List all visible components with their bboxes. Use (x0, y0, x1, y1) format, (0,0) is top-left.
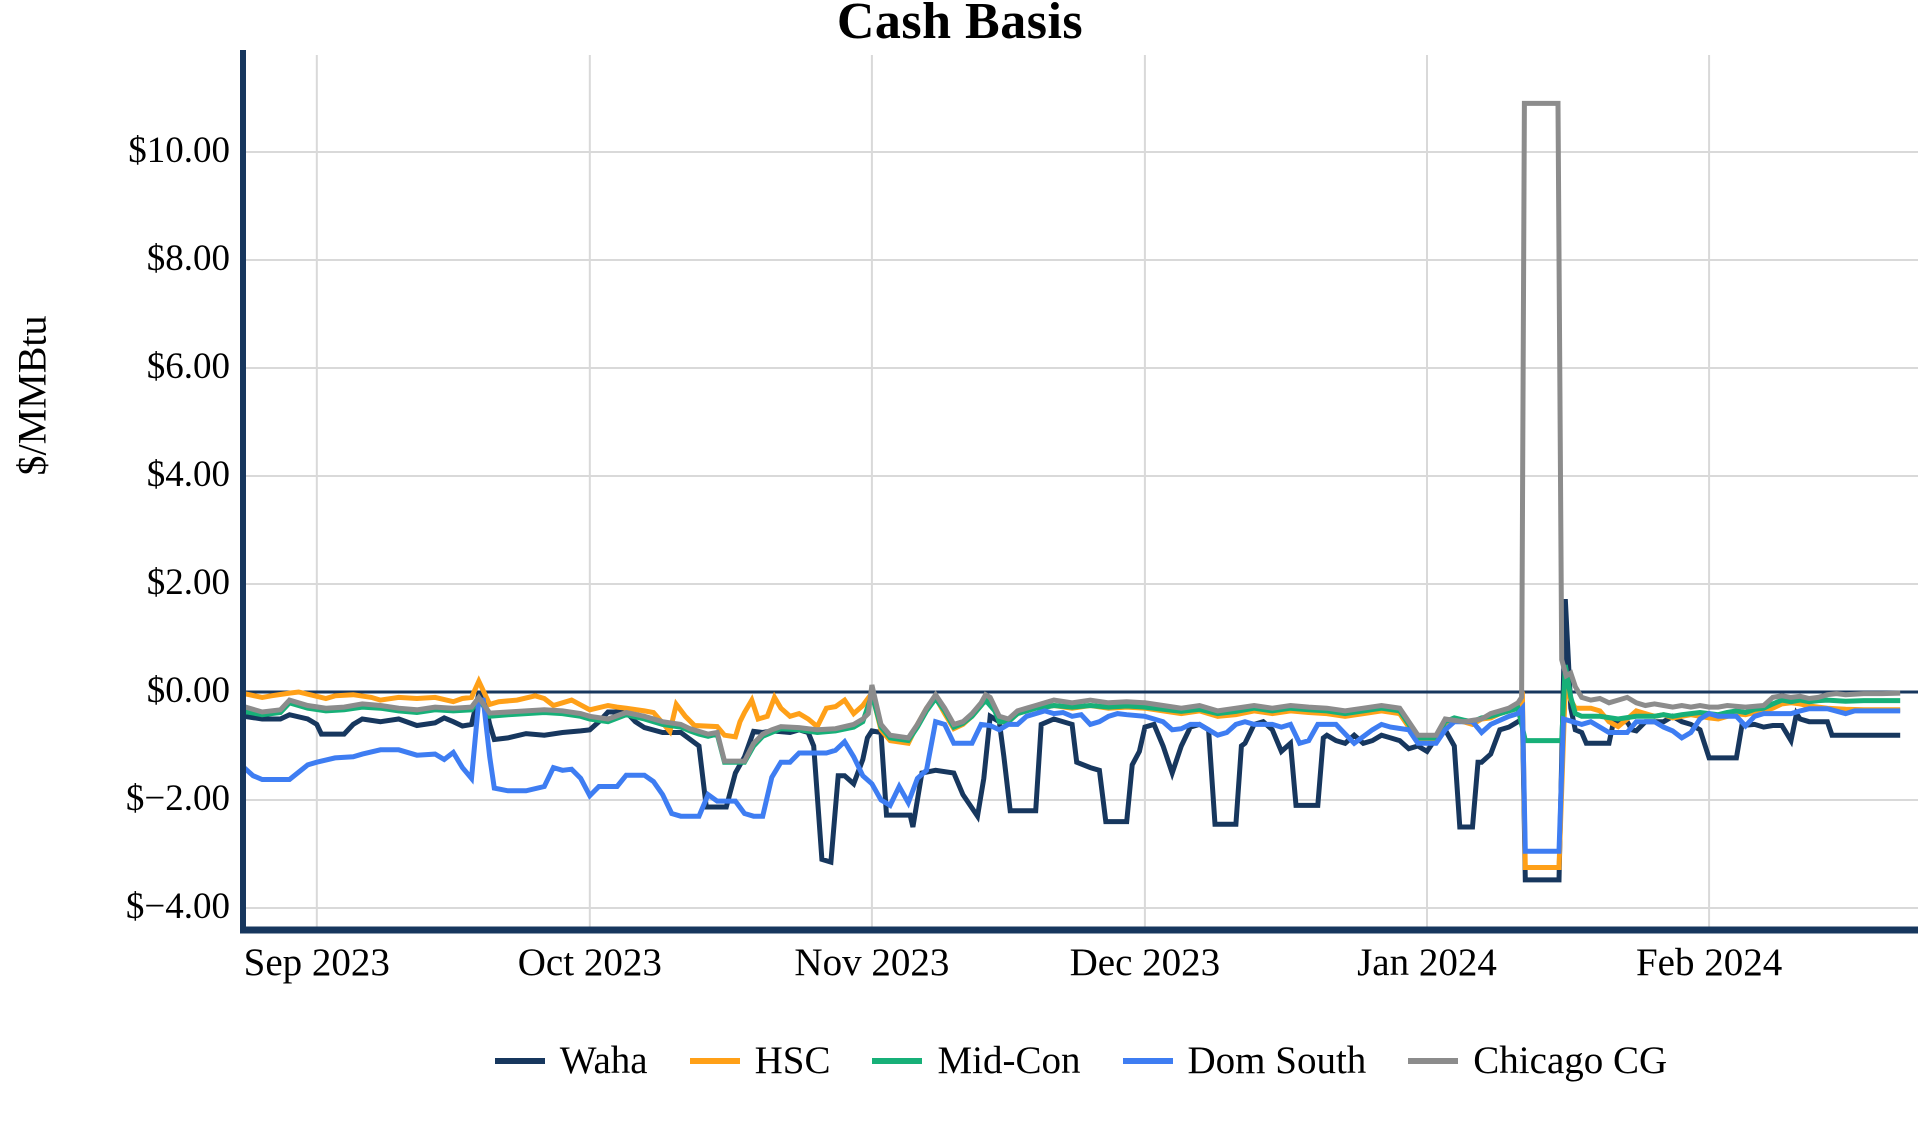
legend-item-mid-con: Mid-Con (872, 1038, 1081, 1083)
y-tick-label: $−4.00 (125, 886, 230, 927)
x-tick-label: Dec 2023 (1069, 941, 1221, 984)
series-line-mid-con (243, 664, 1901, 765)
y-tick-label: $4.00 (146, 454, 230, 495)
y-tick-label: $6.00 (146, 346, 230, 387)
x-tick-label: Feb 2024 (1635, 941, 1783, 984)
chart-title: Cash Basis (836, 0, 1084, 50)
legend-item-dom-south: Dom South (1122, 1038, 1367, 1083)
x-tick-label: Sep 2023 (243, 941, 390, 984)
y-tick-label: $10.00 (128, 130, 230, 171)
legend-item-chicago-cg: Chicago CG (1408, 1038, 1667, 1083)
legend-item-hsc: HSC (689, 1038, 831, 1083)
y-tick-label: $0.00 (146, 670, 230, 711)
legend-label: HSC (754, 1039, 831, 1082)
legend-label: Chicago CG (1473, 1039, 1668, 1082)
legend-item-waha: Waha (494, 1038, 648, 1083)
y-tick-label: $−2.00 (125, 778, 230, 819)
legend-swatch-icon (689, 1057, 740, 1064)
chart-legend: Waha HSC Mid-Con Dom South Chicago CG (244, 1038, 1918, 1083)
legend-swatch-icon (872, 1057, 923, 1064)
legend-swatch-icon (1122, 1057, 1173, 1064)
series-line-dom-south (242, 697, 1901, 854)
x-tick-label: Nov 2023 (794, 941, 950, 984)
legend-label: Mid-Con (937, 1039, 1081, 1082)
x-tick-label: Jan 2024 (1357, 941, 1497, 984)
series-line-chicago-cg (243, 100, 1901, 764)
series-line-waha (243, 598, 1901, 883)
legend-swatch-icon (494, 1057, 545, 1064)
legend-label: Dom South (1187, 1039, 1367, 1082)
y-tick-label: $2.00 (146, 562, 230, 603)
y-tick-label: $8.00 (146, 238, 230, 279)
legend-swatch-icon (1408, 1057, 1459, 1064)
legend-label: Waha (559, 1039, 648, 1082)
x-tick-label: Oct 2023 (517, 941, 662, 984)
